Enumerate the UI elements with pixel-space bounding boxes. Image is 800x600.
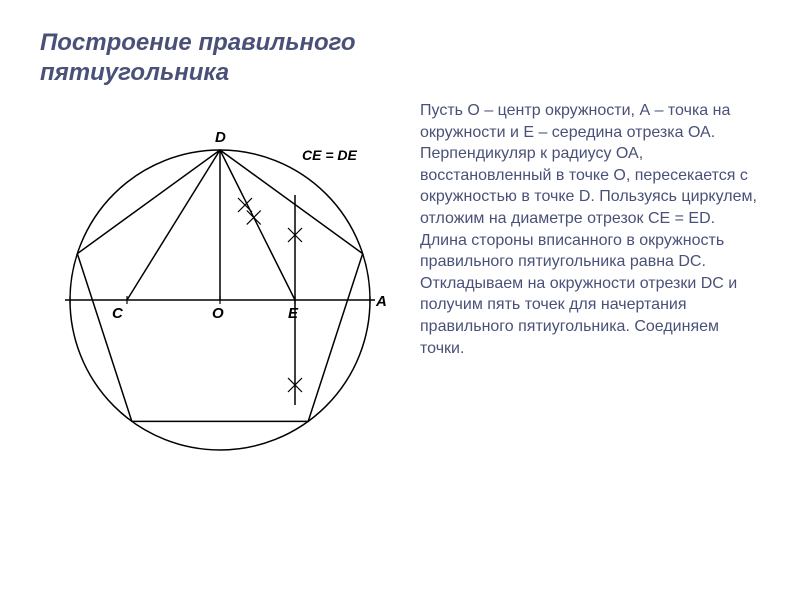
svg-text:CE = DE: CE = DE [302, 147, 358, 163]
page-title: Построение правильного пятиугольника [40, 28, 760, 88]
svg-text:O: O [212, 305, 224, 322]
title-line-2: пятиугольника [40, 59, 229, 86]
svg-text:C: C [112, 305, 124, 322]
svg-text:E: E [288, 305, 299, 322]
svg-text:A: A [375, 293, 387, 310]
diagram-container: D C O E A CE = DE [40, 100, 400, 470]
pentagon-diagram: D C O E A CE = DE [40, 100, 400, 470]
svg-text:D: D [215, 129, 226, 146]
content-row: D C O E A CE = DE Пусть О – центр окружности,… [40, 100, 760, 470]
title-line-1: Построение правильного [40, 29, 355, 56]
description-text: Пусть О – центр окружности, А – точка на… [420, 100, 760, 470]
